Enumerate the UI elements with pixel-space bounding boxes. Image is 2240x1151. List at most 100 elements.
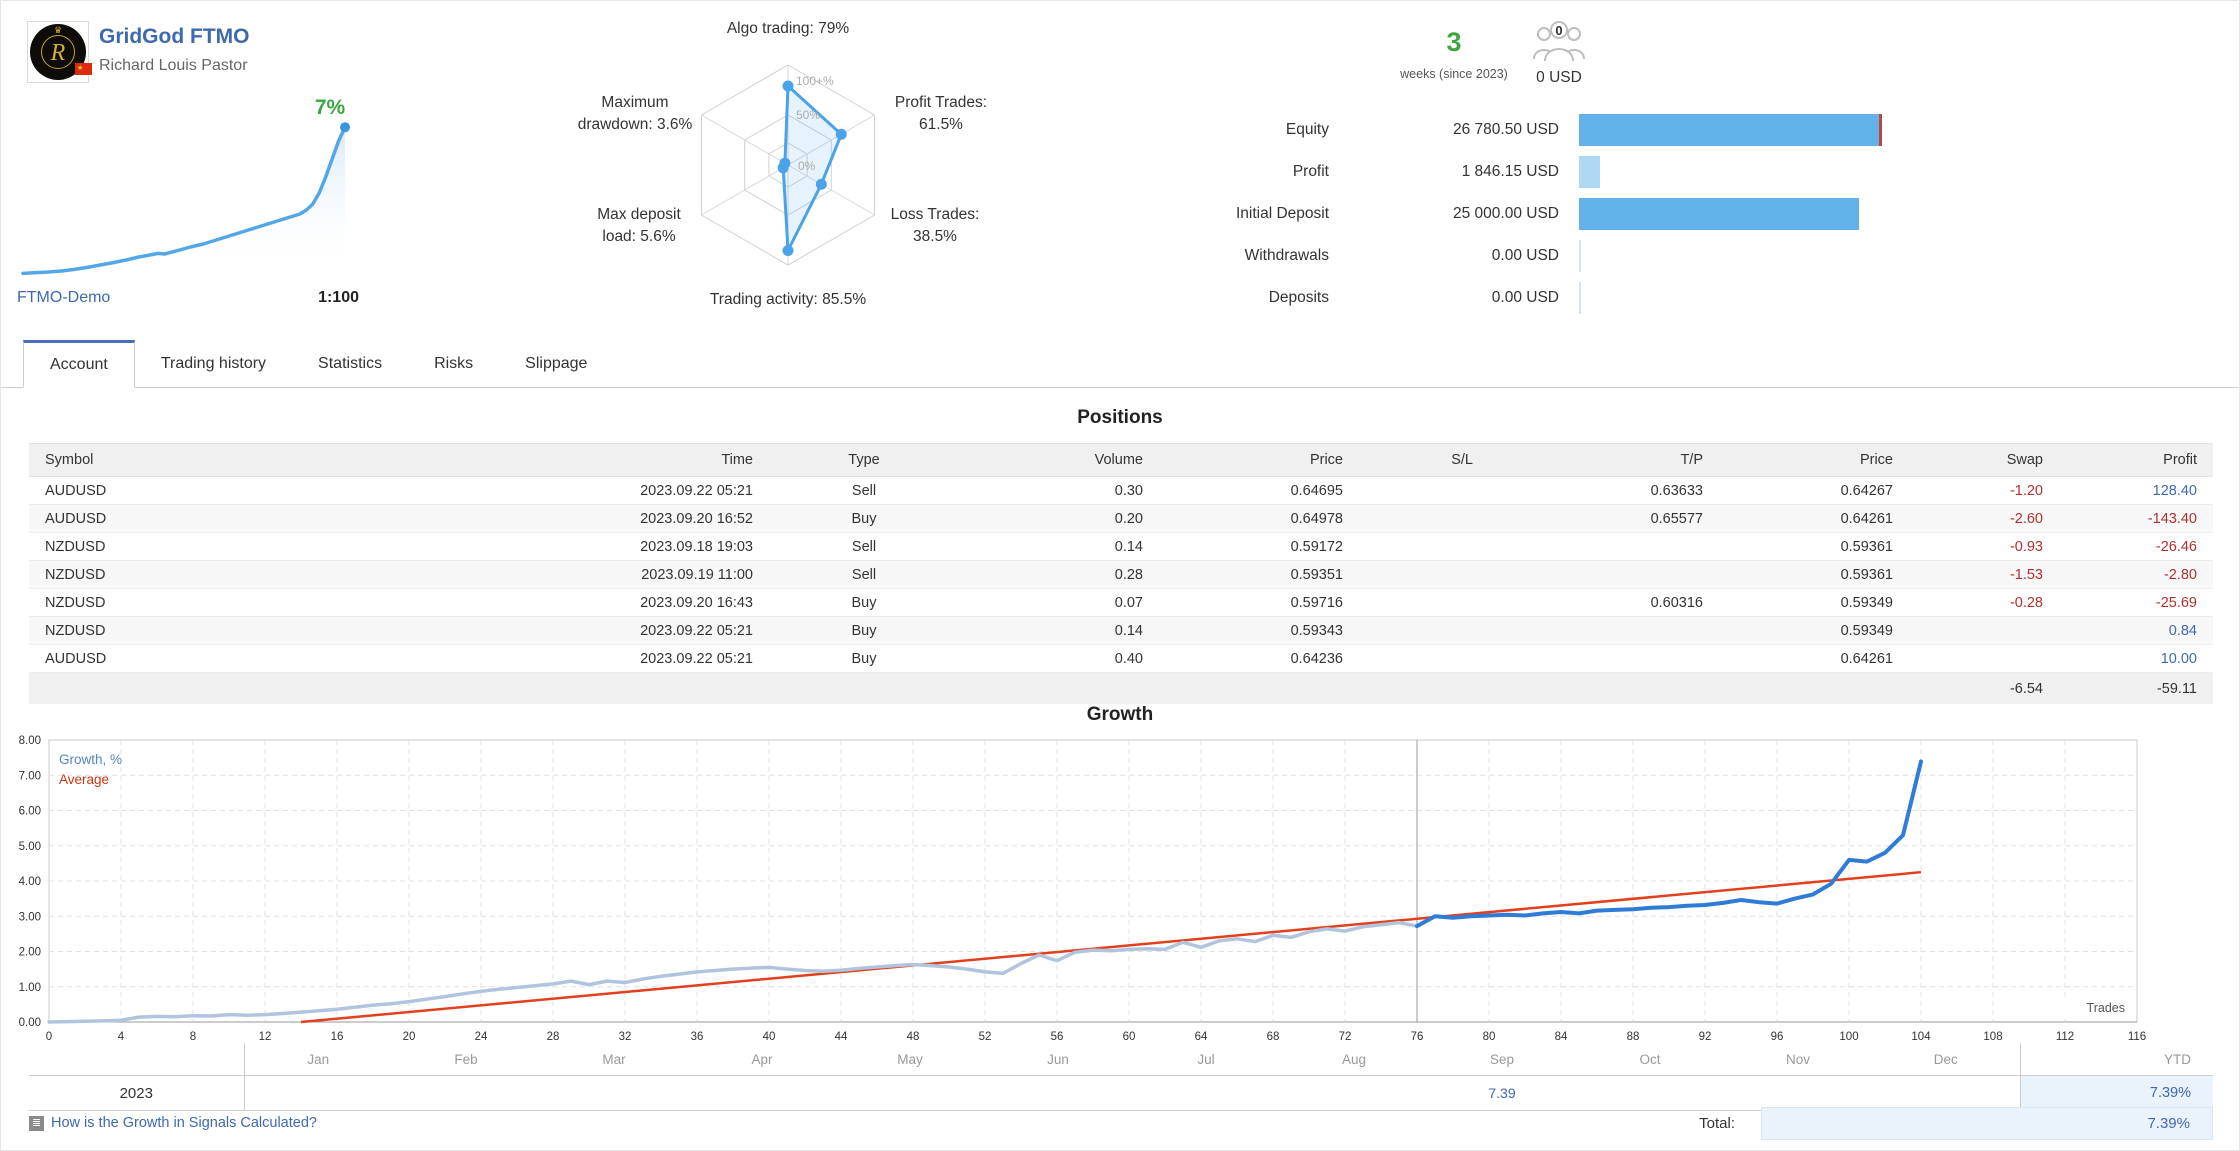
x-tick: 80 (1483, 1031, 1496, 1043)
cell: 0.59351 (1159, 560, 1359, 589)
x-tick: 76 (1411, 1031, 1424, 1043)
tab-trading-history[interactable]: Trading history (160, 355, 267, 372)
y-tick: 0.00 (19, 1017, 41, 1029)
cell: AUDUSD (29, 644, 249, 673)
x-tick: 32 (619, 1031, 632, 1043)
stat-label: Deposits (1268, 289, 1329, 306)
cell: NZDUSD (29, 560, 249, 589)
footer: How is the Growth in Signals Calculated?… (29, 1105, 2213, 1145)
month-label: Mar (540, 1043, 688, 1076)
tab-account[interactable]: Account (23, 340, 135, 388)
broker-link[interactable]: FTMO-Demo (17, 289, 111, 306)
y-tick: 5.00 (19, 841, 41, 853)
month-label: Jul (1132, 1043, 1280, 1076)
cell: 128.40 (2059, 476, 2213, 505)
radar-axis-label: Maximum drawdown: 3.6% (578, 94, 693, 133)
cell: AUDUSD (29, 476, 249, 505)
stat-bar-track (1579, 114, 1889, 146)
cell: NZDUSD (29, 616, 249, 645)
month-growth-value (1576, 1075, 1724, 1111)
column-header-time: Time (249, 443, 769, 477)
tab-statistics[interactable]: Statistics (318, 355, 383, 372)
x-tick: 112 (2056, 1031, 2074, 1043)
stat-bar (1579, 282, 1582, 314)
x-tick: 60 (1123, 1031, 1136, 1043)
positions-table: Symbol Time Type Volume Price S/L T/P Price Swap… (29, 443, 2213, 704)
table-row: NZDUSD 2023.09.20 16:43 Buy 0.07 0.59716 0.60… (29, 588, 2213, 617)
cell (1359, 644, 1489, 673)
month-label: Feb (392, 1043, 540, 1076)
signal-author[interactable]: Richard Louis Pastor (99, 57, 248, 74)
stat-label: Equity (1285, 121, 1329, 138)
cell: -1.20 (1909, 476, 2059, 505)
signal-title[interactable]: GridGod FTMO (99, 25, 250, 48)
account-stats: Equity 26 780.50 USD Profit 1 846.15 USD Ini… (1101, 109, 2221, 319)
x-tick: 52 (979, 1031, 992, 1043)
growth-badge: 7% (315, 96, 346, 119)
column-header-volume: Volume (959, 443, 1159, 477)
cell: 2023.09.20 16:52 (249, 504, 769, 533)
month-label: Jun (984, 1043, 1132, 1076)
x-tick: 100 (1839, 1031, 1858, 1043)
spacer-cell (29, 1043, 245, 1076)
x-tick: 92 (1699, 1031, 1712, 1043)
cell: NZDUSD (29, 588, 249, 617)
avatar[interactable]: ♛ R (27, 21, 89, 83)
cell: Buy (769, 588, 959, 617)
cell: -0.28 (1909, 588, 2059, 617)
table-row: NZDUSD 2023.09.18 19:03 Sell 0.14 0.59172 0.5… (29, 532, 2213, 561)
tab-risks[interactable]: Risks (434, 355, 474, 372)
x-tick: 36 (691, 1031, 704, 1043)
subscribers-count: 0 (1555, 23, 1562, 38)
month-label: Nov (1724, 1043, 1872, 1076)
x-tick: 0 (46, 1031, 52, 1043)
column-header-type: Type (769, 443, 959, 477)
cell: 0.28 (959, 560, 1159, 589)
tab-slippage[interactable]: Slippage (525, 355, 588, 372)
country-flag-icon: ★ (75, 63, 92, 75)
signal-radar-chart: 100+% 50% 0% Algo trading: 79% Profit Trades… (543, 7, 1033, 323)
avatar-logo: ♛ R (30, 24, 86, 80)
growth-help-link[interactable]: How is the Growth in Signals Calculated? (29, 1115, 317, 1131)
stat-row: Profit 1 846.15 USD (1101, 151, 2221, 193)
leverage-value: 1:100 (318, 289, 359, 306)
x-tick: 96 (1771, 1031, 1784, 1043)
cell: -2.80 (2059, 560, 2213, 589)
month-growth-value (392, 1075, 540, 1111)
growth-title: Growth (1086, 704, 1154, 725)
radar-axis-label: Max deposit load: 5.6% (597, 206, 681, 245)
tab-bar: Account Trading history Statistics Risks Sli… (1, 338, 2239, 388)
cell: 2023.09.22 05:21 (249, 476, 769, 505)
help-link-text: How is the Growth in Signals Calculated? (51, 1115, 317, 1131)
growth-chart: 0.001.002.003.004.005.006.007.008.000 4 8 1… (19, 735, 2147, 1043)
x-tick: 72 (1339, 1031, 1352, 1043)
cell (1359, 504, 1489, 533)
stat-label: Profit (1292, 163, 1329, 180)
month-label: Jan (244, 1043, 392, 1076)
month-growth-value[interactable]: 7.39 (1428, 1075, 1576, 1111)
stat-value: 1 846.15 USD (1461, 163, 1559, 180)
x-tick: 116 (2128, 1031, 2146, 1043)
growth-sparkline-chart: 7% (17, 79, 359, 286)
x-tick: 4 (118, 1031, 125, 1043)
month-growth-value (244, 1075, 392, 1111)
month-label: Apr (688, 1043, 836, 1076)
cell: -1.53 (1909, 560, 2059, 589)
cell: 0.59349 (1719, 588, 1909, 617)
x-tick: 28 (547, 1031, 560, 1043)
total-profit: -59.11 (2059, 672, 2213, 704)
x-tick: 64 (1195, 1031, 1208, 1043)
cell: 10.00 (2059, 644, 2213, 673)
ytd-growth-value[interactable]: 7.39% (2019, 1075, 2213, 1111)
month-growth-value (1280, 1075, 1428, 1111)
table-row: AUDUSD 2023.09.20 16:52 Buy 0.20 0.64978 0.65… (29, 504, 2213, 533)
cell: 0.59716 (1159, 588, 1359, 617)
column-header-price: Price (1719, 443, 1909, 477)
month-label: Oct (1576, 1043, 1724, 1076)
x-tick: 24 (475, 1031, 488, 1043)
cell (769, 672, 959, 704)
y-tick: 6.00 (19, 806, 41, 818)
stat-value: 25 000.00 USD (1453, 205, 1559, 222)
cell: 0.65577 (1489, 504, 1719, 533)
